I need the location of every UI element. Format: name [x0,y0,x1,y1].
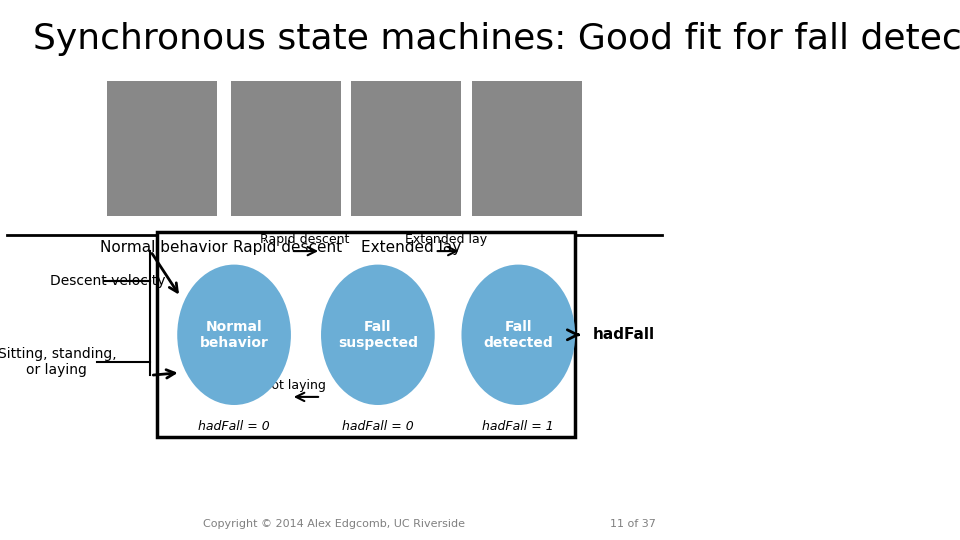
Text: Sitting, standing,
or laying: Sitting, standing, or laying [0,347,116,377]
Text: Extended lay: Extended lay [361,240,462,255]
Text: Rapid descent: Rapid descent [233,240,342,255]
Text: hadFall = 0: hadFall = 0 [198,420,270,433]
Ellipse shape [178,265,291,405]
Text: Descent velocity: Descent velocity [50,274,166,288]
Text: Normal behavior: Normal behavior [100,240,228,255]
Ellipse shape [462,265,575,405]
FancyBboxPatch shape [471,81,582,216]
Text: Fall
detected: Fall detected [484,320,553,350]
Text: hadFall = 1: hadFall = 1 [483,420,554,433]
Text: Not laying: Not laying [262,379,326,392]
Text: Fall
suspected: Fall suspected [338,320,418,350]
Text: Extended lay: Extended lay [405,233,487,246]
FancyBboxPatch shape [351,81,462,216]
Text: Rapid descent: Rapid descent [259,233,349,246]
Text: Copyright © 2014 Alex Edgcomb, UC Riverside: Copyright © 2014 Alex Edgcomb, UC Rivers… [204,519,466,529]
Text: 11 of 37: 11 of 37 [610,519,656,529]
Text: Normal
behavior: Normal behavior [200,320,269,350]
Text: hadFall: hadFall [593,327,656,342]
Text: hadFall = 0: hadFall = 0 [342,420,414,433]
Ellipse shape [321,265,435,405]
FancyBboxPatch shape [230,81,341,216]
Text: Synchronous state machines: Good fit for fall detection: Synchronous state machines: Good fit for… [34,22,960,56]
FancyBboxPatch shape [157,232,575,437]
FancyBboxPatch shape [107,81,217,216]
